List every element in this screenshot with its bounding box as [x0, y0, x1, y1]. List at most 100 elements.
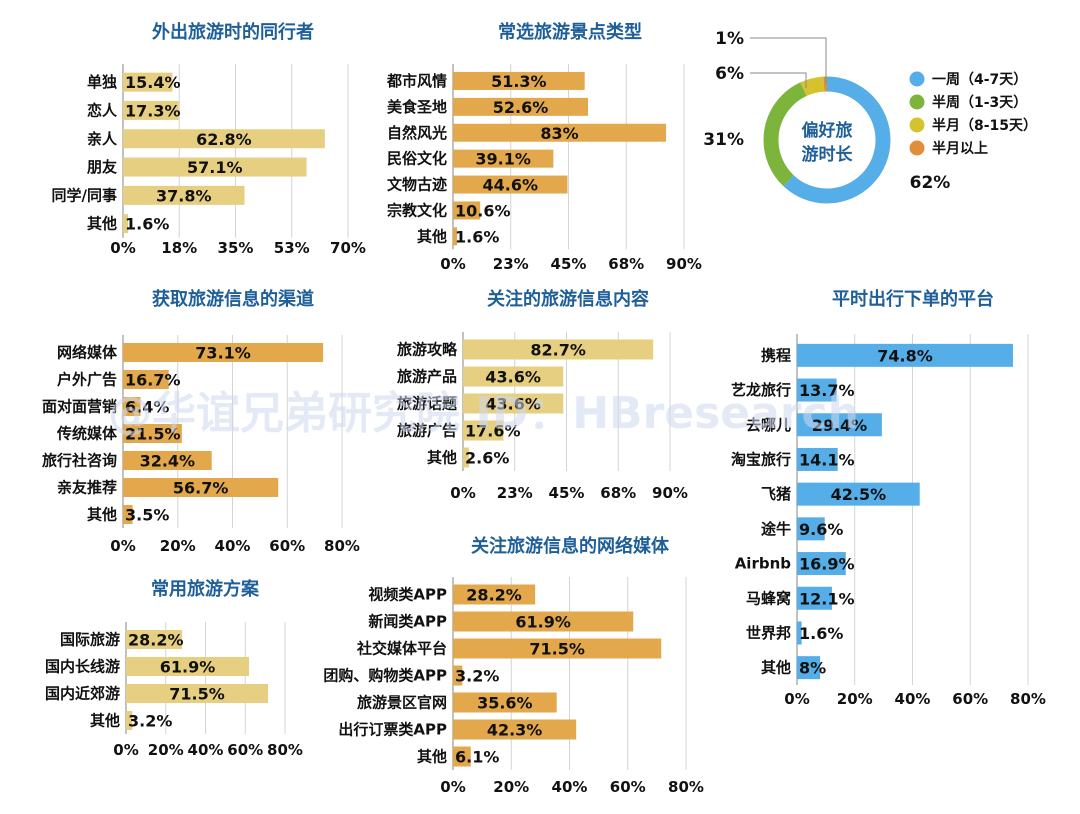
info_content-value-label: 2.6% [465, 449, 509, 468]
companions-bar [123, 129, 325, 149]
info_content-value-label: 43.6% [485, 368, 541, 387]
companions-bar [123, 214, 129, 234]
donut-leader-line [750, 37, 827, 84]
spot_types-bar [453, 123, 667, 142]
media-value-label: 6.1% [455, 748, 499, 767]
spot_types-bar [453, 71, 585, 90]
platforms-value-label: 74.8% [877, 346, 933, 365]
platforms-category-label: Airbnb [735, 555, 792, 573]
info_content-category-label: 其他 [427, 449, 457, 467]
companions-title: 外出旅游时的同行者 [152, 21, 314, 43]
info_channels-bar [123, 424, 182, 443]
plans-bar [126, 657, 250, 676]
info_content-category-label: 旅游广告 [397, 422, 457, 440]
info_content-category-label: 旅游攻略 [397, 341, 458, 359]
spot_types-bar [453, 175, 568, 194]
info_channels-bar [123, 343, 324, 362]
media-value-label: 3.2% [455, 667, 499, 686]
donut-center-label: 偏好旅 [802, 120, 853, 141]
spot_types-tick-label: 90% [666, 255, 702, 273]
info_channels-bar [123, 505, 133, 524]
duration-legend-swatch [909, 94, 925, 110]
info_channels-tick-label: 60% [269, 537, 305, 555]
plans-bar [126, 711, 133, 730]
donut-center-label: 游时长 [802, 144, 854, 165]
plans-category-label: 国内近郊游 [45, 685, 120, 703]
platforms-category-label: 携程 [761, 346, 791, 364]
companions-value-label: 1.6% [125, 215, 169, 234]
platforms-bar [797, 378, 837, 402]
info_content-tick-label: 23% [497, 484, 533, 502]
plans-tick-label: 20% [148, 741, 184, 759]
companions-category-label: 朋友 [87, 158, 117, 176]
duration-legend-swatch [909, 71, 925, 87]
duration-legend-label: 半月以上 [932, 140, 988, 157]
info_channels-tick-label: 80% [324, 537, 360, 555]
platforms-value-label: 1.6% [799, 624, 843, 643]
donut-leader-line [750, 72, 807, 88]
info_channels-tick-label: 40% [215, 537, 251, 555]
info_channels-category-label: 传统媒体 [56, 425, 118, 443]
companions-value-label: 15.4% [125, 73, 181, 92]
platforms-bar [797, 621, 802, 645]
info_content-value-label: 17.6% [465, 422, 521, 441]
spot_types-value-label: 10.6% [455, 201, 511, 220]
companions-value-label: 17.3% [125, 101, 181, 120]
spot_types-value-label: 83% [540, 124, 578, 143]
companions-value-label: 57.1% [187, 158, 243, 177]
info_channels-tick-label: 0% [110, 537, 135, 555]
platforms-category-label: 世界邦 [746, 624, 791, 642]
info_channels-category-label: 旅行社咨询 [42, 452, 117, 470]
info_channels-bar [123, 397, 141, 416]
info_channels-category-label: 其他 [87, 506, 117, 524]
platforms-value-label: 12.1% [799, 589, 855, 608]
media-category-label: 社交媒体平台 [356, 640, 447, 658]
info_channels-bar-chart: 获取旅游信息的渠道 0% 20% 40% 60% 80% 网络媒体 73.1% 户外广告 16.7… [42, 288, 360, 555]
spot_types-category-label: 美食圣地 [387, 98, 447, 116]
platforms-category-label: 艺龙旅行 [731, 381, 791, 399]
spot_types-tick-label: 68% [608, 255, 644, 273]
info_content-bar-chart: 关注的旅游信息内容 0% 23% 45% 68% 90% 旅游攻略 82.7% 旅游产品 43.6… [397, 288, 688, 502]
plans-value-label: 61.9% [160, 658, 216, 677]
plans-bar [126, 684, 269, 703]
platforms-value-label: 29.4% [812, 416, 868, 435]
info_content-bar [463, 393, 564, 414]
info_channels-tick-label: 20% [160, 537, 196, 555]
spot_types-tick-label: 23% [493, 255, 529, 273]
info_channels-value-label: 56.7% [173, 479, 229, 498]
media-tick-label: 40% [552, 778, 588, 796]
info_content-category-label: 旅游产品 [397, 368, 457, 386]
media-tick-label: 60% [610, 778, 646, 796]
media-category-label: 其他 [417, 748, 447, 766]
spot_types-value-label: 52.6% [493, 98, 549, 117]
plans-tick-label: 60% [227, 741, 263, 759]
platforms-tick-label: 80% [1010, 690, 1046, 708]
media-tick-label: 0% [440, 778, 465, 796]
info_content-bar [463, 420, 504, 441]
spot_types-bar [453, 97, 589, 116]
media-category-label: 旅游景区官网 [357, 694, 447, 712]
media-value-label: 71.5% [529, 640, 585, 659]
media-title: 关注旅游信息的网络媒体 [471, 535, 670, 557]
plans-value-label: 3.2% [128, 712, 172, 731]
platforms-tick-label: 60% [952, 690, 988, 708]
info_content-value-label: 82.7% [530, 341, 586, 360]
platforms-value-label: 8% [799, 659, 826, 678]
media-bar [453, 638, 662, 659]
info_channels-category-label: 面对面营销 [42, 398, 117, 416]
info_content-bar [463, 366, 564, 387]
platforms-bar [797, 413, 882, 437]
companions-tick-label: 70% [330, 239, 366, 257]
media-category-label: 视频类APP [368, 586, 447, 604]
platforms-value-label: 42.5% [831, 485, 887, 504]
media-bar [453, 719, 577, 740]
spot_types-bar-chart: 常选旅游景点类型 0% 23% 45% 68% 90% 都市风情 51.3% 美食圣地 52.6%… [386, 21, 702, 273]
duration-slice [763, 76, 891, 204]
plans-category-label: 国内长线游 [45, 658, 120, 676]
info_content-tick-label: 45% [549, 484, 585, 502]
media-category-label: 出行订票类APP [338, 721, 447, 739]
companions-tick-label: 53% [274, 239, 310, 257]
plans-title: 常用旅游方案 [151, 578, 260, 600]
info_content-value-label: 43.6% [485, 395, 541, 414]
